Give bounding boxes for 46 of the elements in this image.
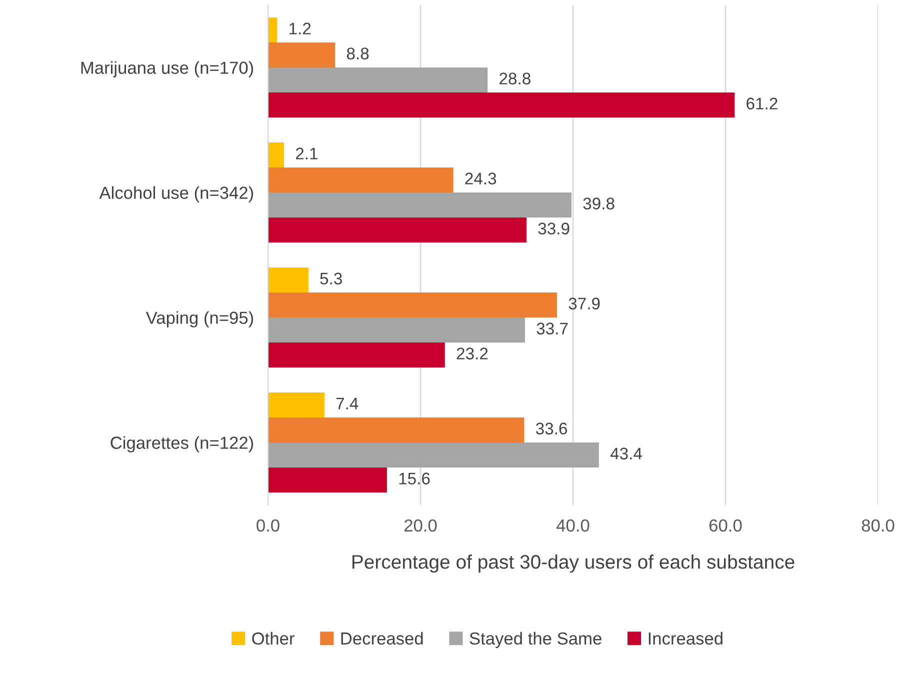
bar: [268, 68, 488, 92]
bar: [268, 442, 599, 468]
legend-label: Stayed the Same: [470, 632, 602, 648]
bar: [268, 168, 454, 192]
data-label: 33.7: [536, 322, 568, 334]
bar: [268, 142, 284, 168]
data-label: 7.4: [336, 398, 358, 410]
bar: [268, 392, 324, 418]
data-label: 24.3: [465, 172, 496, 184]
y-tick-label: Cigarettes (n=122): [110, 436, 254, 452]
bar: [268, 18, 278, 42]
x-tick-label: 80.0: [862, 519, 894, 532]
bar: [268, 468, 387, 492]
x-axis-title: Percentage of past 30-day users of each substance: [352, 554, 794, 573]
bar: [268, 292, 557, 318]
bar: [268, 92, 735, 118]
data-label: 33.6: [536, 422, 568, 434]
bar: [268, 42, 336, 68]
bar: [268, 418, 524, 442]
legend-label: Decreased: [341, 632, 423, 645]
legend-label: Other: [252, 632, 294, 645]
data-label: 8.8: [346, 48, 369, 60]
data-label: 37.9: [568, 298, 600, 310]
x-tick-label: 0.0: [256, 519, 280, 532]
data-label: 2.1: [296, 148, 318, 160]
bar: [268, 218, 526, 242]
y-tick-label: Vaping (n=95): [146, 311, 254, 328]
data-label: 61.2: [746, 98, 778, 110]
data-label: 33.9: [538, 222, 570, 234]
bar: [268, 342, 445, 368]
x-tick-label: 20.0: [404, 519, 437, 532]
data-label: 1.2: [290, 22, 311, 34]
bar: [268, 318, 525, 342]
bar: [268, 192, 572, 218]
bar: [268, 268, 308, 292]
x-tick-label: 40.0: [556, 519, 590, 532]
data-label: 15.6: [399, 472, 430, 484]
data-label: 43.4: [610, 448, 642, 460]
data-label: 39.8: [583, 198, 614, 210]
data-label: 28.8: [500, 72, 530, 84]
y-tick-label: Marijuana use (n=170): [81, 61, 254, 78]
data-label: 5.3: [320, 272, 342, 284]
x-tick-label: 60.0: [709, 519, 742, 532]
data-label: 23.2: [456, 348, 488, 360]
y-tick-label: Alcohol use (n=342): [99, 186, 254, 202]
legend-label: Increased: [648, 632, 722, 645]
